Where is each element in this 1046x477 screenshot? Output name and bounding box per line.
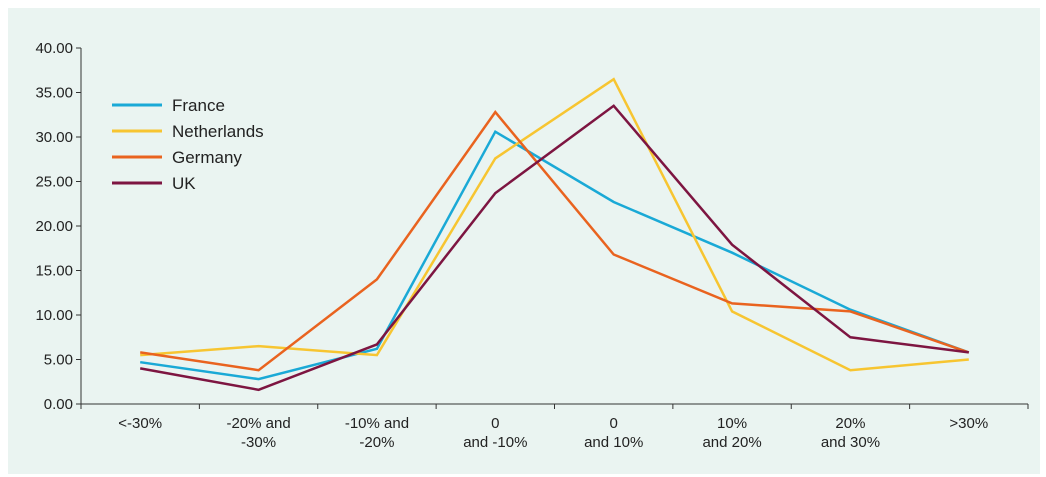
x-tick-label: 10% and 20% [702, 415, 761, 451]
x-tick-label-line: -10% and [345, 415, 409, 432]
x-tick-label: >30% [949, 415, 988, 432]
series-line-germany [140, 110, 970, 372]
legend-label-netherlands: Netherlands [172, 122, 264, 141]
x-axis-tick-labels: <-30% -20% and -30% -10% and -20% 0 and -10% 0 a… [118, 415, 988, 451]
series-line-uk [139, 104, 969, 392]
x-tick-label-line: 0 [491, 415, 499, 432]
x-tick-label-line: and 10% [584, 434, 643, 451]
legend: France Netherlands Germany UK [112, 96, 264, 193]
y-tick-label: 15.00 [35, 263, 73, 280]
y-tick-label: 0.00 [44, 396, 73, 413]
x-tick-label-line: >30% [949, 415, 988, 432]
x-tick-label: -20% and -30% [226, 415, 290, 451]
x-tick-label-line: 20% [835, 415, 865, 432]
legend-label-france: France [172, 96, 225, 115]
y-tick-label: 5.00 [44, 352, 73, 369]
y-tick-label: 25.00 [35, 174, 73, 191]
x-tick-label-line: <-30% [118, 415, 162, 432]
x-tick-label-line: and 30% [821, 434, 880, 451]
chart-panel: 0.00 5.00 10.00 15.00 20.00 25.00 30.00 35.00 40… [8, 8, 1040, 474]
x-tick-label-line: -20% and [226, 415, 290, 432]
x-tick-label: 0 and -10% [463, 415, 527, 451]
series-line-netherlands [140, 77, 969, 372]
x-tick-label-line: -30% [241, 434, 276, 451]
x-tick-label-line: -20% [359, 434, 394, 451]
x-tick-label: 20% and 30% [821, 415, 880, 451]
x-tick-label-line: 10% [717, 415, 747, 432]
y-tick-label: 20.00 [35, 218, 73, 235]
legend-label-uk: UK [172, 174, 196, 193]
x-tick-label-line: and 20% [702, 434, 761, 451]
y-axis-tick-labels: 0.00 5.00 10.00 15.00 20.00 25.00 30.00 35.00 40… [35, 40, 73, 413]
x-tick-label-line: and -10% [463, 434, 527, 451]
x-tick-label-line: 0 [610, 415, 618, 432]
y-tick-label: 10.00 [35, 307, 73, 324]
axes [76, 47, 1029, 409]
y-tick-label: 35.00 [35, 85, 73, 102]
x-tick-label: -10% and -20% [345, 415, 409, 451]
series-line-france [140, 129, 970, 381]
series-lines [139, 77, 970, 392]
y-tick-label: 30.00 [35, 129, 73, 146]
x-tick-label: <-30% [118, 415, 162, 432]
x-tick-label: 0 and 10% [584, 415, 643, 451]
y-tick-label: 40.00 [35, 40, 73, 57]
legend-label-germany: Germany [172, 148, 242, 167]
line-chart: 0.00 5.00 10.00 15.00 20.00 25.00 30.00 35.00 40… [35, 40, 1029, 451]
